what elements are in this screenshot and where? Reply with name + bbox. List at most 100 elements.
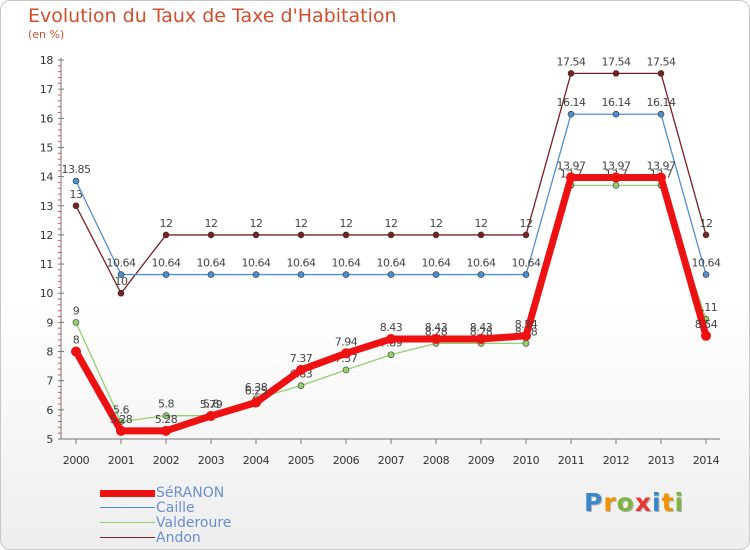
data-point-s-ranon (161, 425, 171, 436)
data-label-andon: 12 (475, 217, 488, 230)
y-tick-label: 13 (40, 200, 54, 213)
data-label-s-ranon: 7.94 (335, 335, 358, 348)
x-tick-label: 2014 (693, 454, 720, 467)
x-tick-label: 2010 (513, 454, 540, 467)
data-point-valderoure (297, 382, 305, 389)
chart-title: Evolution du Taux de Taxe d'Habitation (28, 5, 397, 27)
data-point-s-ranon (521, 330, 531, 341)
data-point-andon (342, 231, 350, 239)
x-tick-label: 2008 (423, 454, 450, 467)
series-line-caille (75, 113, 707, 276)
data-point-andon (207, 231, 215, 239)
data-label-valderoure: 9 (73, 304, 80, 317)
y-tick-label: 7 (46, 375, 53, 388)
logo-letter: x (634, 488, 652, 517)
data-label-caille: 10.64 (377, 257, 406, 270)
data-label-s-ranon: 8.54 (695, 318, 718, 331)
data-point-andon (567, 70, 575, 77)
data-point-caille (297, 271, 305, 278)
data-point-s-ranon (341, 348, 351, 359)
x-tick-label: 2001 (108, 454, 134, 467)
logo-letter: P (584, 488, 604, 517)
data-label-caille: 10.64 (107, 257, 136, 270)
data-point-caille (432, 271, 440, 278)
data-label-s-ranon: 5.28 (155, 413, 178, 426)
data-point-andon (432, 231, 440, 239)
y-tick-label: 17 (40, 83, 54, 96)
data-label-s-ranon: 6.25 (245, 385, 268, 398)
x-tick-label: 2003 (198, 454, 225, 467)
data-point-andon (657, 70, 665, 77)
data-label-andon: 17.54 (602, 55, 631, 68)
data-point-s-ranon (611, 172, 621, 183)
data-point-s-ranon (296, 364, 306, 375)
data-label-andon: 12 (385, 217, 398, 230)
y-tick-label: 12 (40, 229, 53, 242)
data-label-andon: 12 (295, 217, 308, 230)
data-point-s-ranon (431, 334, 441, 345)
data-label-s-ranon: 13.97 (647, 159, 676, 172)
data-point-valderoure (522, 340, 530, 347)
data-label-caille: 16.14 (602, 96, 631, 109)
data-label-s-ranon: 8.43 (470, 321, 493, 334)
y-tick-label: 5 (46, 433, 53, 446)
data-point-s-ranon (701, 330, 711, 341)
data-point-caille (702, 271, 710, 278)
data-point-caille (612, 110, 620, 118)
data-point-caille (207, 271, 215, 278)
data-label-andon: 17.54 (557, 55, 586, 68)
chart-subtitle: (en %) (28, 28, 65, 41)
data-point-andon (117, 289, 125, 297)
y-tick-label: 9 (46, 316, 53, 329)
data-point-s-ranon (71, 346, 81, 357)
data-point-caille (162, 271, 170, 278)
x-tick-label: 2002 (153, 454, 179, 467)
data-label-andon: 13 (70, 188, 83, 201)
data-point-s-ranon (386, 334, 396, 345)
data-point-valderoure (72, 319, 80, 326)
series-line-s-ranon (72, 173, 710, 435)
data-point-s-ranon (476, 334, 486, 345)
data-point-s-ranon (251, 397, 261, 408)
data-point-caille (567, 110, 575, 118)
data-point-caille (387, 271, 395, 278)
data-label-andon: 10 (115, 275, 128, 288)
x-tick-label: 2007 (378, 454, 405, 467)
x-tick-label: 2009 (468, 454, 495, 467)
data-point-andon (297, 231, 305, 239)
data-label-andon: 12 (250, 217, 263, 230)
y-tick-label: 16 (40, 112, 54, 125)
logo-letter: i (652, 488, 662, 517)
data-label-caille: 16.14 (557, 96, 586, 109)
data-label-s-ranon: 8.43 (425, 321, 448, 334)
data-label-andon: 12 (430, 217, 443, 230)
legend-swatch-andon (100, 537, 155, 538)
data-point-andon (387, 231, 395, 239)
data-label-caille: 10.64 (467, 257, 496, 270)
data-label-caille: 10.64 (332, 257, 361, 270)
legend-label-andon: Andon (156, 530, 201, 546)
data-point-valderoure (342, 366, 350, 374)
data-point-valderoure (162, 412, 170, 419)
data-label-valderoure: 5.8 (158, 398, 174, 411)
legend-label-valderoure: Valderoure (156, 515, 232, 531)
data-label-andon: 12 (205, 217, 218, 230)
data-label-caille: 13.85 (62, 163, 91, 176)
data-point-andon (162, 231, 170, 239)
data-label-s-ranon: 7.37 (290, 352, 313, 365)
logo-letter: r (603, 488, 617, 517)
data-label-caille: 10.64 (512, 257, 541, 270)
logo-letter: o (616, 488, 635, 517)
legend-label-seranon: SéRANON (156, 485, 225, 501)
data-point-andon (702, 231, 710, 239)
data-label-s-ranon: 5.28 (110, 413, 133, 426)
data-label-caille: 10.64 (422, 257, 451, 270)
data-label-andon: 12 (340, 217, 353, 230)
data-label-caille: 10.64 (242, 257, 271, 270)
logo-letter: i (674, 488, 685, 517)
data-point-andon (612, 70, 620, 77)
data-point-s-ranon (566, 172, 576, 183)
legend-swatch-seranon (100, 490, 155, 497)
data-point-andon (252, 231, 260, 239)
